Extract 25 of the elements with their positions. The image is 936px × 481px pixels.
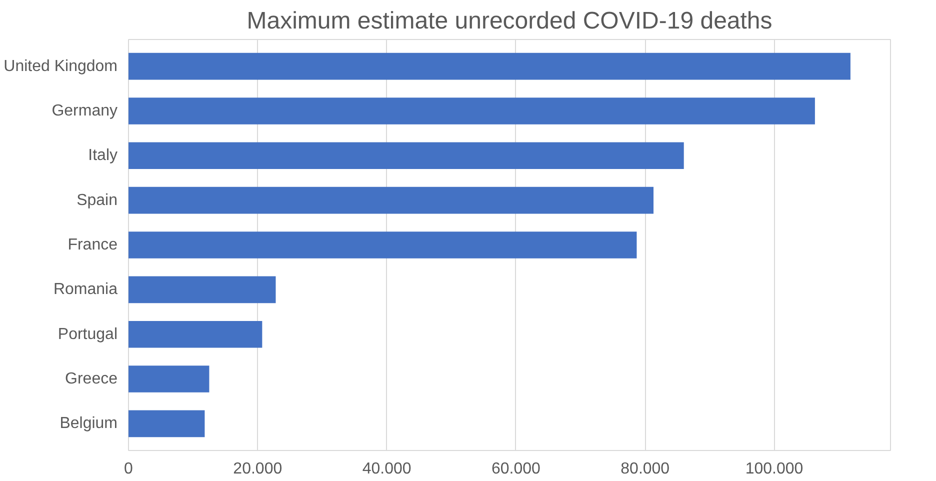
bar <box>128 366 210 392</box>
y-tick-label: Belgium <box>60 415 118 432</box>
bar <box>128 410 205 438</box>
bar <box>128 142 684 170</box>
bar <box>128 232 637 258</box>
y-tick-label: Romania <box>53 281 118 298</box>
y-tick-label: France <box>68 236 118 254</box>
bar <box>128 276 276 304</box>
y-tick-label: United Kingdom <box>4 58 118 75</box>
x-tick-label: 40.000 <box>362 460 412 478</box>
x-tick-label: 0 <box>124 460 134 478</box>
y-tick-label: Portugal <box>58 326 118 343</box>
x-tick-label: 80.000 <box>620 460 670 478</box>
x-tick-label: 100.000 <box>745 460 804 478</box>
chart-title: Maximum estimate unrecorded COVID-19 deaths <box>246 8 772 34</box>
bar <box>128 98 815 124</box>
y-tick-label: Spain <box>76 192 118 209</box>
bar <box>128 320 262 348</box>
y-tick-label: Germany <box>52 102 118 120</box>
bar <box>128 52 850 80</box>
x-tick-label: 60.000 <box>491 460 541 478</box>
bar <box>128 186 654 214</box>
y-tick-label: Italy <box>88 147 118 164</box>
x-tick-label: 20.000 <box>233 460 282 478</box>
y-tick-label: Greece <box>65 370 118 388</box>
